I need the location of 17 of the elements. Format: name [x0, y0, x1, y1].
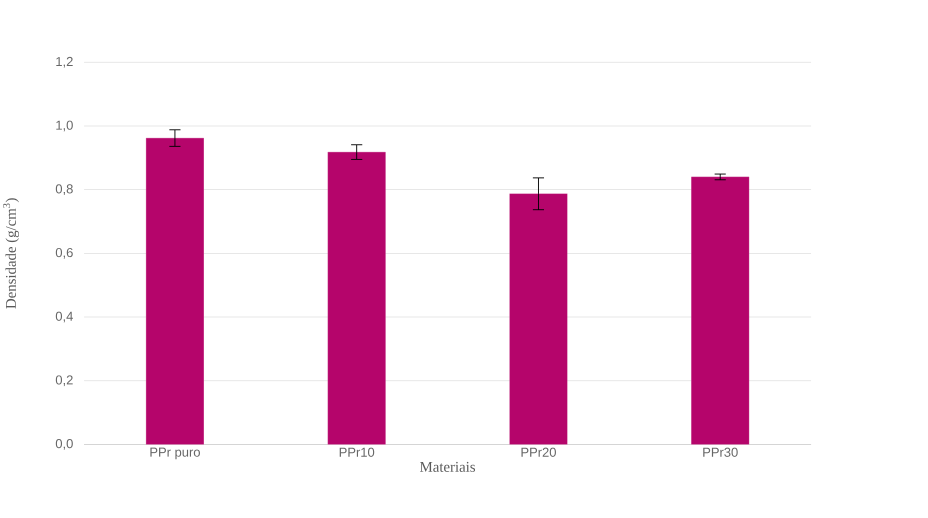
bar — [146, 138, 204, 445]
x-tick-label: PPr puro — [150, 448, 200, 460]
y-tick-label: 0,6 — [56, 248, 73, 259]
y-tick-label: 1,0 — [56, 120, 73, 132]
y-tick-label: 0,4 — [56, 312, 73, 322]
y-tick-label: 0,8 — [56, 184, 73, 196]
bar — [509, 194, 568, 445]
y-tick-label: 0,2 — [56, 375, 73, 386]
x-tick-label: PPr20 — [521, 448, 556, 457]
y-tick-label: 1,2 — [56, 56, 73, 68]
x-axis-title: Materiais — [420, 462, 476, 472]
bar — [328, 152, 386, 445]
bar — [691, 176, 750, 445]
y-axis-title: Densidade (g/cm$^{3}$) — [3, 198, 19, 309]
y-tick-label: 0,0 — [56, 439, 73, 450]
x-tick-label: PPr30 — [703, 448, 738, 457]
x-tick-label: PPr10 — [340, 448, 374, 457]
